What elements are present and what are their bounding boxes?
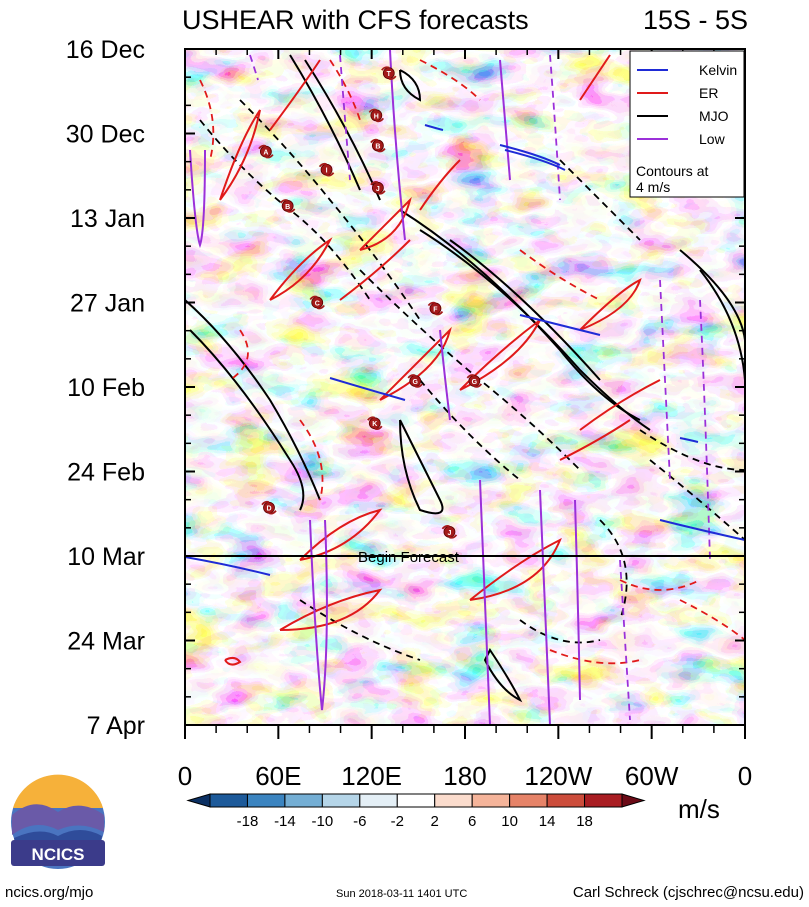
colorbar-segment — [209, 793, 248, 808]
colorbar: -18 -14 -10 -6 -2 2 6 10 14 18 — [186, 793, 646, 830]
legend-box — [629, 50, 745, 198]
colorbar-segment — [584, 793, 623, 808]
storm-markers: T H B A I J B C F G G K D J — [257, 66, 483, 539]
storm-marker: F — [427, 301, 444, 316]
storm-label: I — [326, 168, 328, 175]
y-tick-label: 30 Dec — [66, 121, 145, 149]
legend-label-low: Low — [699, 131, 726, 147]
storm-marker: T — [380, 66, 397, 80]
legend-note-1: Contours at — [636, 163, 708, 179]
y-axis: 16 Dec 30 Dec 13 Jan 27 Jan 10 Feb 24 Feb 10 M… — [66, 36, 745, 740]
logo-text: NCICS — [32, 845, 85, 864]
storm-label: H — [374, 113, 379, 120]
x-axis: 0 60E 120E 180 120W 60W 0 — [178, 49, 752, 791]
colorbar-segment — [359, 793, 398, 808]
chart-region: 15S - 5S — [643, 5, 748, 35]
colorbar-segment — [509, 793, 548, 808]
colorbar-segment — [396, 793, 436, 808]
footer-center: Sun 2018-03-11 1401 UTC — [336, 888, 467, 900]
storm-marker: H — [368, 108, 385, 123]
y-tick-label: 16 Dec — [66, 36, 145, 64]
kelvin-contours — [185, 124, 745, 576]
storm-label: G — [412, 379, 418, 386]
storm-label: B — [375, 144, 380, 151]
ncics-logo: NCICS — [11, 774, 105, 869]
storm-label: D — [266, 506, 271, 513]
x-tick-label: 0 — [178, 761, 192, 791]
colorbar-label: -14 — [274, 813, 296, 830]
colorbar-segment — [471, 793, 511, 808]
storm-marker: J — [441, 525, 458, 539]
y-tick-label: 7 Apr — [87, 712, 145, 740]
colorbar-label: 2 — [431, 813, 439, 830]
storm-marker: J — [369, 181, 386, 195]
low-contours — [189, 49, 581, 725]
footer-left: ncics.org/mjo — [5, 884, 93, 901]
x-tick-label: 180 — [443, 761, 486, 791]
storm-marker: B — [369, 138, 386, 153]
storm-label: A — [263, 150, 268, 157]
colorbar-segment — [321, 793, 361, 808]
storm-marker: C — [309, 295, 326, 310]
y-tick-label: 10 Mar — [67, 543, 145, 571]
chart-title: USHEAR with CFS forecasts — [182, 5, 529, 35]
colorbar-segment — [246, 793, 286, 808]
colorbar-high-end — [621, 793, 646, 808]
x-tick-label: 60E — [255, 761, 301, 791]
storm-label: J — [376, 186, 380, 193]
low-contours-negative — [249, 54, 711, 721]
x-tick-label: 60W — [625, 761, 679, 791]
storm-label: T — [387, 71, 392, 78]
colorbar-segment — [546, 793, 586, 808]
legend-note-2: 4 m/s — [636, 179, 670, 195]
storm-label: C — [315, 301, 320, 308]
forecast-label: Begin Forecast — [358, 549, 460, 566]
legend: Kelvin ER MJO Low Contours at 4 m/s — [629, 50, 745, 198]
colorbar-label: 14 — [539, 813, 556, 830]
colorbar-label: 18 — [576, 813, 593, 830]
colorbar-label: -6 — [353, 813, 366, 830]
colorbar-low-end — [186, 793, 211, 808]
storm-marker: G — [407, 374, 424, 388]
colorbar-label: 10 — [501, 813, 518, 830]
storm-marker: D — [261, 500, 277, 515]
x-tick-label: 120E — [341, 761, 402, 791]
storm-label: K — [372, 421, 377, 428]
storm-marker: K — [366, 416, 383, 431]
y-tick-label: 13 Jan — [70, 205, 145, 233]
storm-label: F — [433, 307, 438, 314]
storm-marker: B — [279, 199, 296, 213]
y-tick-label: 10 Feb — [67, 374, 145, 402]
y-tick-label: 27 Jan — [70, 290, 145, 318]
er-contours-negative — [199, 59, 745, 665]
legend-label-er: ER — [699, 85, 718, 101]
footer-right: Carl Schreck (cjschrec@ncsu.edu) — [573, 884, 804, 901]
colorbar-segment — [284, 793, 323, 808]
storm-label: G — [472, 379, 478, 386]
colorbar-label: 6 — [468, 813, 476, 830]
colorbar-label: -18 — [237, 813, 259, 830]
storm-marker: I — [318, 162, 335, 177]
colorbar-label: -2 — [391, 813, 404, 830]
legend-label-mjo: MJO — [699, 108, 729, 124]
storm-label: B — [285, 204, 290, 211]
storm-label: J — [447, 530, 451, 537]
colorbar-unit: m/s — [678, 794, 720, 824]
colorbar-label: -10 — [312, 813, 334, 830]
storm-marker: A — [257, 144, 274, 159]
x-tick-label: 0 — [738, 761, 752, 791]
y-tick-label: 24 Mar — [67, 628, 145, 656]
colorbar-segment — [434, 793, 473, 808]
y-tick-label: 24 Feb — [67, 459, 145, 487]
x-tick-label: 120W — [524, 761, 592, 791]
storm-marker: G — [466, 374, 483, 388]
legend-label-kelvin: Kelvin — [699, 62, 737, 78]
